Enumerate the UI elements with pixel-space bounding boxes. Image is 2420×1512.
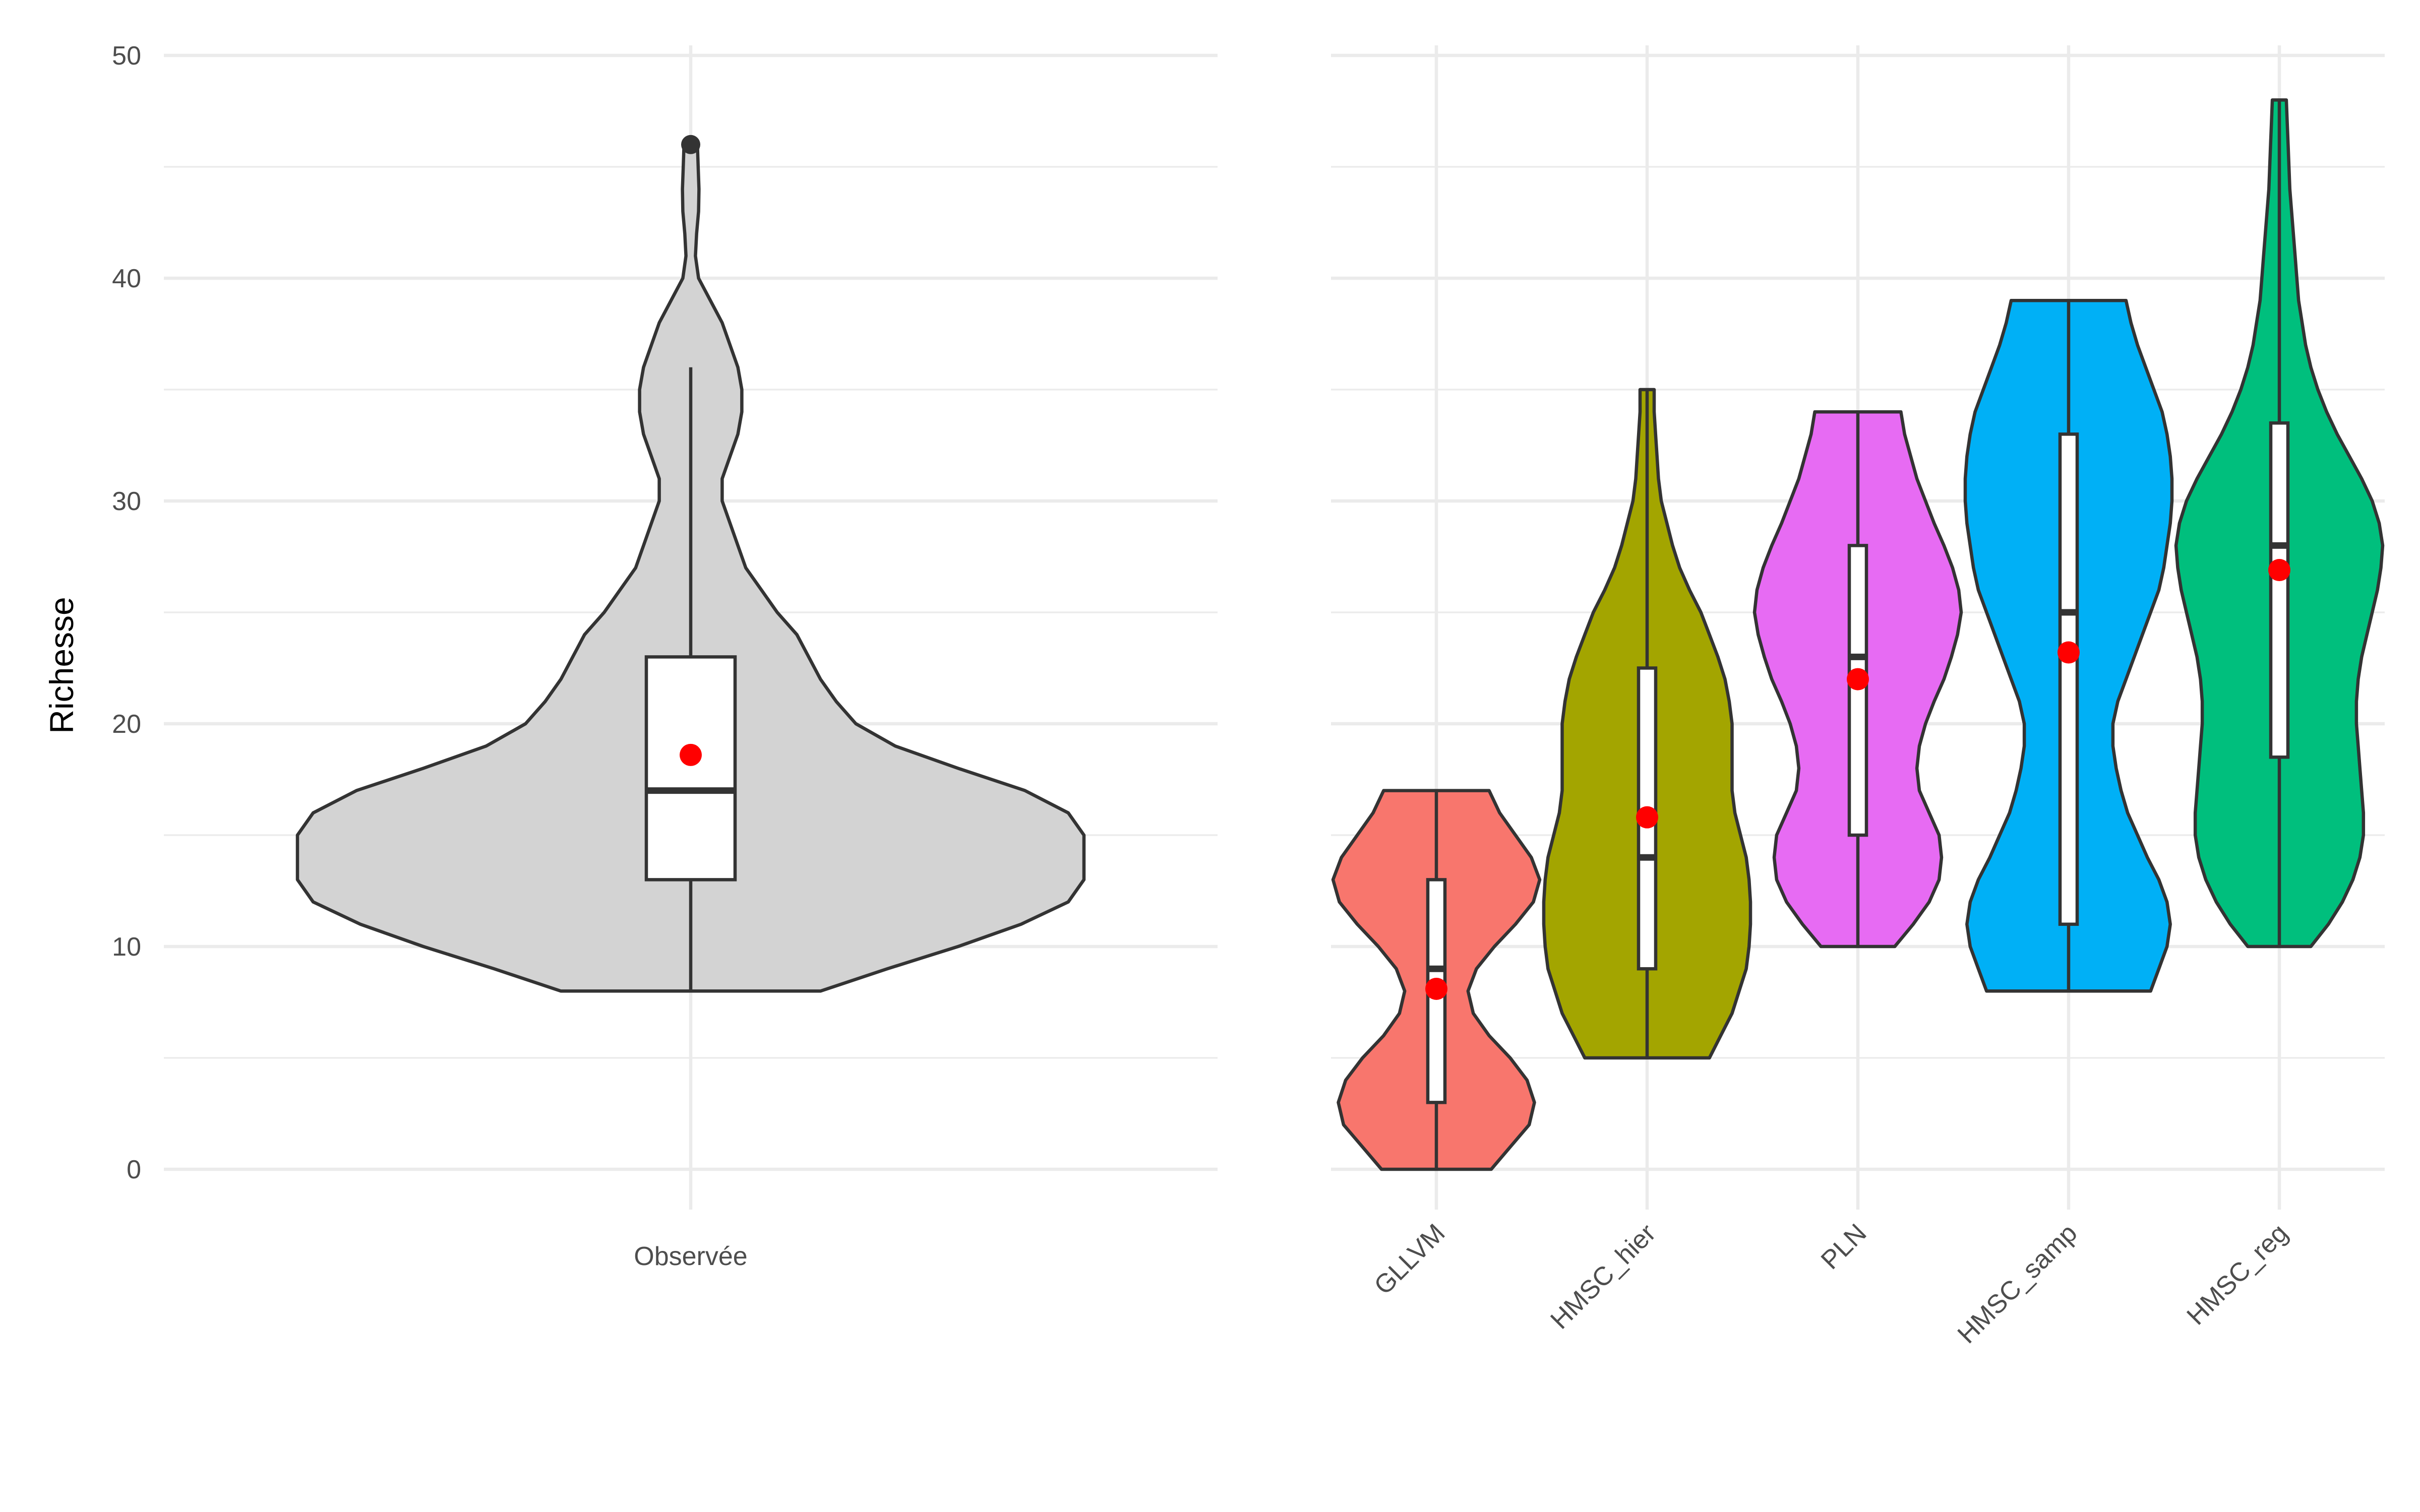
y-tick-label: 20 (112, 710, 141, 739)
y-tick-label: 30 (112, 487, 141, 516)
x-tick-label: HMSC_samp (1952, 1218, 2083, 1349)
outlier-point (681, 135, 700, 154)
mean-point-hmsc-samp (2058, 641, 2080, 664)
x-tick-label: HMSC_hier (1545, 1218, 1661, 1335)
observed-panel: 0 10 20 30 40 50 Observée (112, 41, 1218, 1271)
y-tick-label: 40 (112, 264, 141, 293)
y-tick-label: 10 (112, 932, 141, 962)
box-hmsc-samp (2058, 432, 2079, 926)
mean-point-gllvm (1425, 977, 1447, 1000)
box-hmsc-reg (2269, 421, 2290, 759)
mean-point-observ-e (680, 743, 702, 766)
x-tick-label: Observée (634, 1242, 747, 1271)
y-tick-label: 0 (127, 1155, 141, 1184)
x-tick-label: HMSC_reg (2182, 1218, 2294, 1331)
models-panel: GLLVM HMSC_hier PLN HMSC_samp HMSC_reg (1331, 45, 2385, 1349)
x-tick-label: PLN (1816, 1218, 1872, 1275)
x-tick-label: GLLVM (1369, 1218, 1451, 1300)
box-pln (1847, 544, 1868, 837)
mean-point-pln (1847, 668, 1869, 690)
y-tick-label: 50 (112, 41, 141, 71)
box-observ-e (644, 655, 737, 881)
mean-point-hmsc-reg (2268, 559, 2290, 582)
mean-point-hmsc-hier (1636, 806, 1658, 829)
y-axis-title: Richesse (43, 597, 80, 733)
